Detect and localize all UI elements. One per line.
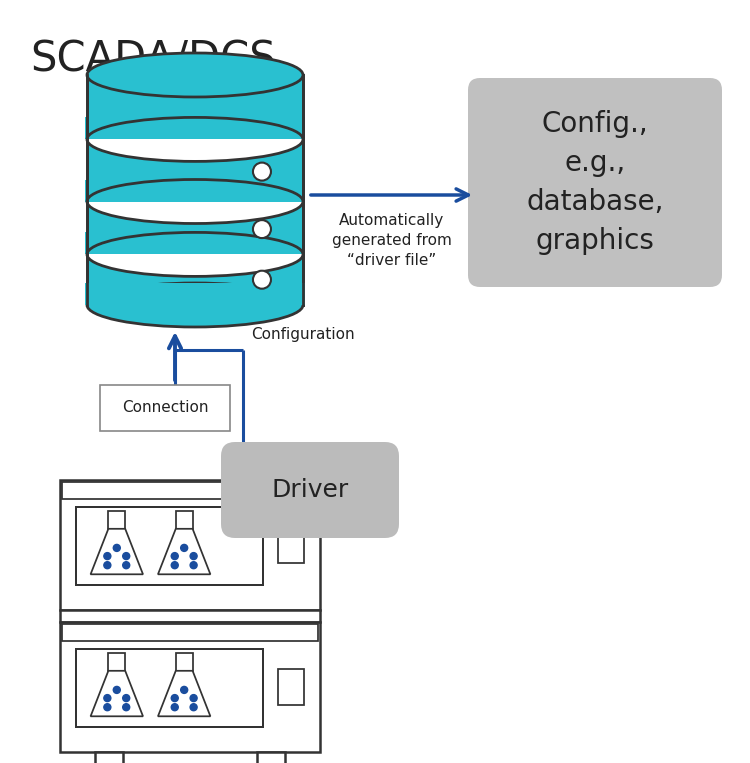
- Bar: [95, 752, 123, 763]
- Bar: [60, 610, 320, 622]
- FancyBboxPatch shape: [221, 442, 399, 538]
- Bar: [62, 624, 318, 641]
- Circle shape: [190, 703, 197, 710]
- Circle shape: [181, 545, 188, 552]
- Circle shape: [123, 552, 130, 559]
- Text: SCADA/DCS: SCADA/DCS: [30, 38, 276, 80]
- Bar: [60, 480, 320, 610]
- Circle shape: [181, 687, 188, 694]
- Ellipse shape: [87, 179, 303, 224]
- Bar: [257, 752, 285, 763]
- Ellipse shape: [87, 53, 303, 97]
- Bar: [87, 75, 303, 305]
- Circle shape: [253, 271, 271, 288]
- Text: Driver: Driver: [272, 478, 349, 502]
- Bar: [176, 653, 193, 671]
- Bar: [278, 669, 304, 705]
- Circle shape: [113, 687, 120, 694]
- Polygon shape: [158, 529, 211, 575]
- Bar: [85, 118, 305, 140]
- Circle shape: [104, 694, 111, 702]
- Circle shape: [123, 562, 130, 568]
- Bar: [176, 511, 193, 529]
- Circle shape: [123, 694, 130, 702]
- Text: Automatically
generated from
“driver file”: Automatically generated from “driver fil…: [332, 213, 452, 268]
- Circle shape: [171, 694, 178, 702]
- Circle shape: [104, 703, 111, 710]
- Circle shape: [171, 562, 178, 568]
- Ellipse shape: [87, 283, 303, 327]
- Circle shape: [190, 694, 197, 702]
- Polygon shape: [91, 671, 143, 716]
- Bar: [60, 622, 320, 752]
- Text: Configuration: Configuration: [251, 327, 355, 342]
- Ellipse shape: [87, 233, 303, 276]
- Bar: [108, 511, 125, 529]
- Text: Connection: Connection: [122, 401, 208, 416]
- Polygon shape: [158, 671, 211, 716]
- Circle shape: [104, 562, 111, 568]
- Text: Config.,
e.g.,
database,
graphics: Config., e.g., database, graphics: [526, 110, 664, 255]
- Circle shape: [171, 703, 178, 710]
- FancyBboxPatch shape: [468, 78, 722, 287]
- Bar: [278, 526, 304, 563]
- Bar: [85, 179, 305, 201]
- Circle shape: [123, 703, 130, 710]
- Circle shape: [113, 545, 120, 552]
- Circle shape: [171, 552, 178, 559]
- Circle shape: [190, 552, 197, 559]
- Bar: [85, 233, 305, 254]
- Circle shape: [190, 562, 197, 568]
- Bar: [100, 385, 230, 431]
- Circle shape: [253, 220, 271, 238]
- Bar: [108, 653, 125, 671]
- Bar: [85, 283, 305, 305]
- Circle shape: [104, 552, 111, 559]
- Circle shape: [253, 163, 271, 181]
- Bar: [76, 507, 262, 585]
- Bar: [62, 482, 318, 499]
- Ellipse shape: [87, 118, 303, 162]
- Bar: [76, 649, 262, 727]
- Polygon shape: [91, 529, 143, 575]
